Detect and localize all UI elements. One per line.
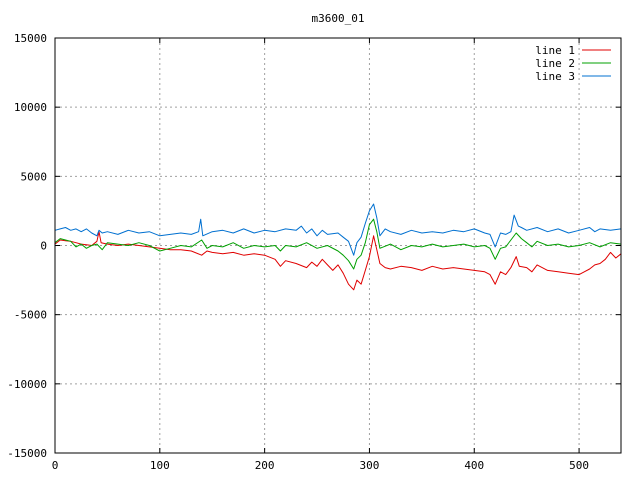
series-line-1 (54, 231, 622, 291)
y-tick-label: -15000 (7, 447, 47, 460)
chart-title: m3600_01 (312, 12, 365, 25)
axes: 0 100 200 300 400 500 -15000 -10000 -5000 0 5000 10… (7, 32, 621, 472)
y-tick-label: 15000 (14, 32, 47, 45)
y-tick-label: 10000 (14, 101, 47, 114)
y-tick-label: -5000 (14, 309, 47, 322)
series-line-3 (54, 203, 622, 256)
series-line-2 (54, 218, 622, 270)
x-tick-label: 400 (464, 459, 484, 472)
legend-label: line 2 (535, 57, 575, 70)
x-tick-label: 100 (150, 459, 170, 472)
grid (55, 38, 621, 453)
legend-label: line 1 (535, 44, 575, 57)
x-tick-label: 300 (360, 459, 380, 472)
x-tick-label: 500 (569, 459, 589, 472)
y-tick-label: 5000 (21, 170, 48, 183)
x-tick-label: 0 (52, 459, 59, 472)
y-tick-label: -10000 (7, 378, 47, 391)
y-tick-label: 0 (40, 240, 47, 253)
x-tick-label: 200 (255, 459, 275, 472)
legend-label: line 3 (535, 70, 575, 83)
series-layer (54, 203, 622, 291)
